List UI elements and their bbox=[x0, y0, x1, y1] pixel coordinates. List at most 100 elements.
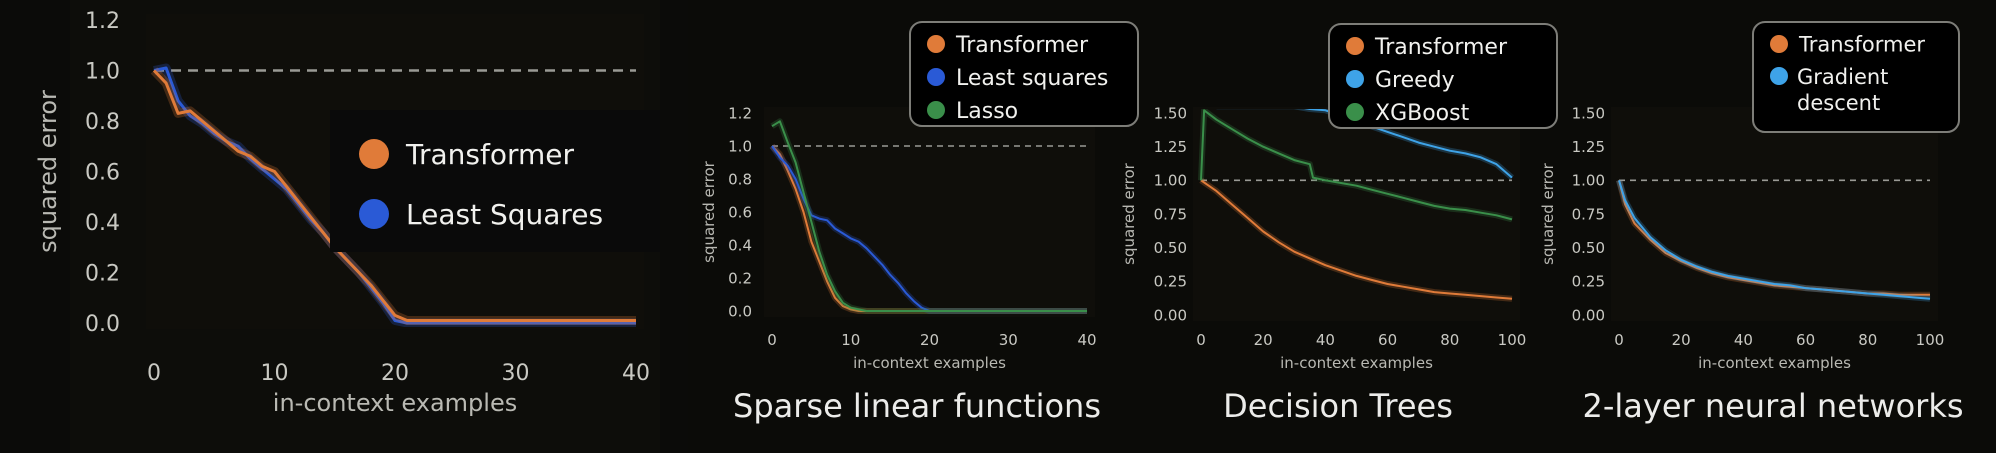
legend: Transformer Least Squares bbox=[330, 110, 660, 252]
x-tick-label: 40 bbox=[1734, 331, 1753, 349]
x-tick-label: 100 bbox=[1916, 331, 1945, 349]
x-tick-label: 20 bbox=[920, 331, 939, 349]
x-axis-label: in-context examples bbox=[853, 354, 1006, 372]
x-tick-label: 80 bbox=[1440, 331, 1459, 349]
y-tick-label: 0.2 bbox=[728, 269, 752, 287]
y-axis-label: squared error bbox=[1120, 162, 1138, 265]
chart-2: 0 10 20 30 40 0.0 0.2 0.4 0.6 0.8 1.0 1.2 in-context… bbox=[700, 21, 1139, 425]
y-axis-label: squared error bbox=[34, 90, 62, 253]
y-tick-label: 1.00 bbox=[1154, 172, 1187, 190]
y-tick-label: 1.2 bbox=[728, 104, 752, 122]
legend-marker bbox=[1770, 67, 1788, 85]
legend-marker bbox=[1770, 35, 1788, 53]
legend-marker bbox=[359, 139, 389, 169]
y-tick-label: 1.00 bbox=[1572, 172, 1605, 190]
legend-label: Least Squares bbox=[406, 198, 603, 231]
legend-box bbox=[1328, 23, 1558, 129]
y-tick-label: 1.50 bbox=[1154, 104, 1187, 122]
y-tick-label: 1.0 bbox=[728, 137, 752, 155]
y-tick-label: 0.4 bbox=[728, 236, 752, 254]
legend-marker bbox=[1346, 103, 1364, 121]
y-tick-label: 0.0 bbox=[728, 302, 752, 320]
legend-label: Transformer bbox=[1798, 33, 1925, 57]
x-tick-label: 100 bbox=[1498, 331, 1527, 349]
legend-marker bbox=[927, 101, 945, 119]
y-tick-label: 1.0 bbox=[85, 59, 120, 84]
legend-label: Greedy bbox=[1375, 68, 1455, 93]
x-tick-label: 40 bbox=[1316, 331, 1335, 349]
x-axis-label: in-context examples bbox=[273, 389, 517, 417]
x-tick-label: 80 bbox=[1858, 331, 1877, 349]
legend-box bbox=[909, 21, 1139, 127]
series-group bbox=[1616, 179, 1931, 302]
legend: Transformer Least squares Lasso bbox=[909, 21, 1139, 127]
legend-marker bbox=[927, 35, 945, 53]
legend-label: Lasso bbox=[956, 99, 1018, 124]
y-tick-label: 0.8 bbox=[728, 170, 752, 188]
x-tick-label: 20 bbox=[1672, 331, 1691, 349]
y-tick-label: 0.8 bbox=[85, 110, 120, 135]
legend-marker bbox=[359, 199, 389, 229]
y-axis-label: squared error bbox=[700, 160, 718, 263]
y-tick-label: 1.50 bbox=[1572, 104, 1605, 122]
chart-caption: Decision Trees bbox=[1223, 387, 1453, 425]
legend-marker bbox=[1346, 37, 1364, 55]
y-tick-label: 0.25 bbox=[1154, 273, 1187, 291]
y-tick-label: 0.0 bbox=[85, 312, 120, 337]
chart-caption: 2-layer neural networks bbox=[1582, 387, 1963, 425]
x-tick-label: 0 bbox=[1196, 331, 1206, 349]
legend-label: descent bbox=[1797, 91, 1880, 115]
y-tick-label: 1.2 bbox=[85, 9, 120, 34]
x-tick-label: 10 bbox=[261, 361, 289, 386]
y-tick-label: 0.75 bbox=[1572, 205, 1605, 223]
legend-label: Least squares bbox=[956, 66, 1108, 91]
x-tick-label: 20 bbox=[381, 361, 409, 386]
legend-label: Transformer bbox=[405, 138, 575, 171]
y-tick-label: 0.75 bbox=[1154, 205, 1187, 223]
legend-marker bbox=[927, 68, 945, 86]
x-tick-label: 40 bbox=[622, 361, 650, 386]
legend-marker bbox=[1346, 70, 1364, 88]
x-tick-label: 30 bbox=[999, 331, 1018, 349]
x-tick-label: 10 bbox=[841, 331, 860, 349]
legend-label: Transformer bbox=[955, 33, 1089, 58]
legend-label: XGBoost bbox=[1375, 101, 1470, 126]
x-tick-label: 20 bbox=[1254, 331, 1273, 349]
plot-area bbox=[1611, 107, 1938, 321]
legend-label: Transformer bbox=[1374, 35, 1508, 60]
x-tick-label: 60 bbox=[1378, 331, 1397, 349]
x-axis-label: in-context examples bbox=[1280, 354, 1433, 372]
plot-area bbox=[1193, 107, 1520, 321]
x-tick-label: 0 bbox=[147, 361, 161, 386]
x-tick-label: 0 bbox=[1614, 331, 1624, 349]
y-tick-label: 0.25 bbox=[1572, 273, 1605, 291]
chart-caption: Sparse linear functions bbox=[733, 387, 1101, 425]
y-tick-label: 1.25 bbox=[1154, 138, 1187, 156]
series-group bbox=[150, 63, 637, 327]
series-group bbox=[769, 118, 1088, 314]
y-tick-label: 0.6 bbox=[85, 160, 120, 185]
x-tick-label: 0 bbox=[767, 331, 777, 349]
chart-1: 0 10 20 30 40 0.0 0.2 0.4 0.6 0.8 1.0 1.2 in-context… bbox=[34, 9, 660, 417]
y-tick-label: 0.6 bbox=[728, 203, 752, 221]
chart-4: 0 20 40 60 80 100 0.00 0.25 0.50 0.75 1.00 1.25 1.50… bbox=[1539, 21, 1964, 425]
chart-3: 0 20 40 60 80 100 0.00 0.25 0.50 0.75 1.00 1.25 1.50… bbox=[1120, 23, 1558, 425]
x-tick-label: 30 bbox=[502, 361, 530, 386]
x-axis-label: in-context examples bbox=[1698, 354, 1851, 372]
plot-area bbox=[764, 107, 1095, 317]
legend-box bbox=[1752, 21, 1960, 133]
y-tick-label: 0.2 bbox=[85, 261, 120, 286]
series-line-gradient-descent bbox=[1618, 180, 1931, 300]
legend-label: Gradient bbox=[1797, 65, 1888, 89]
y-tick-label: 0.4 bbox=[85, 211, 120, 236]
y-tick-label: 0.50 bbox=[1154, 239, 1187, 257]
y-axis-label: squared error bbox=[1539, 162, 1557, 265]
y-tick-label: 0.50 bbox=[1572, 239, 1605, 257]
x-tick-label: 40 bbox=[1077, 331, 1096, 349]
y-tick-label: 0.00 bbox=[1572, 306, 1605, 324]
x-tick-label: 60 bbox=[1796, 331, 1815, 349]
y-tick-label: 0.00 bbox=[1154, 306, 1187, 324]
